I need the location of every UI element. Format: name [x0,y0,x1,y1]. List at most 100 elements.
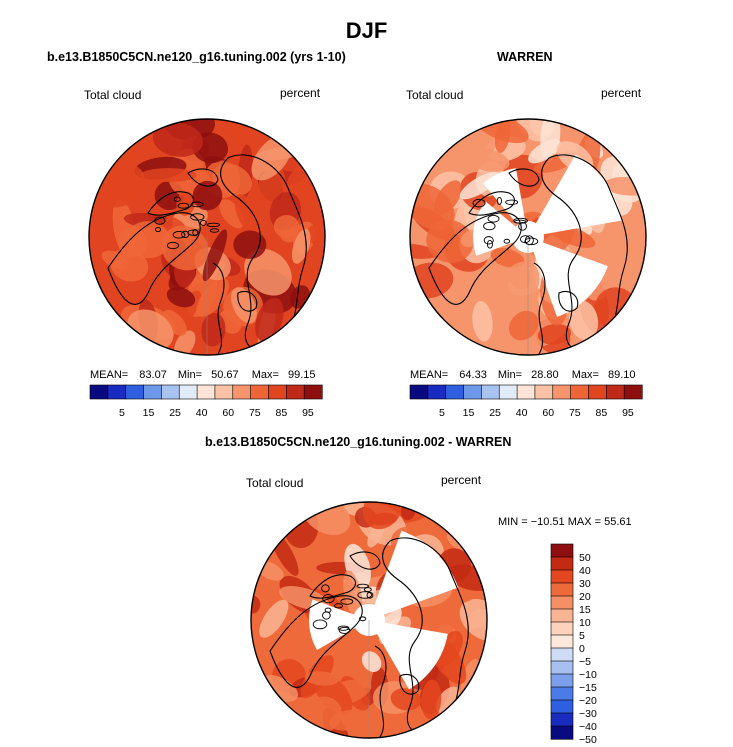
obs-colorbar-tick-label: 95 [622,407,634,419]
obs-coastline [558,290,579,312]
obs-island [503,238,511,244]
diff-cloud-patch [343,570,363,619]
diff-colorbar-tick-label: −5 [579,656,591,668]
obs-field-label: Total cloud [406,88,464,102]
diff-colorbar-tick-label: −15 [579,682,597,694]
diff-colorbar-swatch [550,686,574,701]
diff-colorbar-swatch [550,569,574,584]
model-colorbar-swatch [107,384,127,400]
diff-colorbar-tick-label: 0 [579,643,585,655]
diff-island [322,611,331,620]
obs-coastline [468,191,515,216]
model-island [190,213,205,221]
diff-island [356,583,369,589]
obs-colorbar-tick-label: 75 [569,407,581,419]
model-cloud-patch [101,250,129,270]
obs-colorbar-swatch [570,384,590,400]
model-colorbar-swatch [143,384,162,400]
obs-cloud-patch [509,310,539,341]
diff-colorbar-tick-label: 10 [579,617,591,629]
model-cloud-patch [306,223,325,246]
model-colorbar-swatch [268,384,287,400]
model-island [177,202,190,209]
diff-units-label: percent [441,473,482,487]
obs-cloud-patch [495,261,540,313]
model-cloud-patch [196,278,229,317]
diff-colorbar-swatch [550,673,574,688]
model-colorbar-tick-label: 25 [169,407,181,419]
model-cloud-patch [202,229,228,282]
model-colorbar-tick-label: 95 [302,407,314,419]
obs-map-outline [409,118,647,356]
obs-cloud-patch [537,323,572,345]
diff-colorbar-swatch [550,582,574,597]
diff-island [340,598,354,605]
diff-colorbar-tick-label: 5 [579,630,585,642]
diff-coastline [399,673,420,695]
diff-colorbar-tick-label: −30 [579,708,597,720]
diff-colorbar-tick-label: 20 [579,591,591,603]
model-coastline [107,212,201,305]
obs-cloud-patch [568,300,599,341]
model-colorbar-swatch [214,384,234,400]
diff-island [366,591,374,599]
diff-colorbar-swatch [550,595,574,610]
model-panel-title: b.e13.B1850C5CN.ne120_g16.tuning.002 (yr… [47,50,346,64]
obs-min-value: 28.80 [531,369,559,381]
model-coastline [237,290,258,312]
diff-colorbar-swatch [550,556,574,571]
model-cloud-patch [234,194,259,234]
obs-island [518,221,527,231]
diff-colorbar-tick-label: −40 [579,721,597,733]
diff-colorbar-tick-label: −20 [579,695,597,707]
model-max-label: Max= [251,369,279,381]
model-cloud-patch [212,163,252,196]
obs-panel-title: WARREN [497,50,553,64]
diff-coastline [309,574,356,599]
diff-colorbar-tick-label: −10 [579,669,597,681]
diff-island [312,619,328,630]
model-colorbar-swatch [196,384,216,400]
model-colorbar-tick-label: 15 [143,407,155,419]
obs-island [483,222,496,231]
model-cloud-patch [244,248,292,296]
model-colorbar: 5 15 25 40 60 75 85 95 [89,384,323,419]
obs-max-label: Max= [571,369,599,381]
model-cloud-patch [219,199,245,229]
obs-cloud-patch [490,247,525,268]
model-coastline [187,168,219,187]
obs-stats: MEAN= 64.33 Min= 28.80 Max= 89.10 [410,369,636,381]
model-units-label: percent [280,86,321,100]
obs-colorbar-tick-label: 40 [516,407,528,419]
model-colorbar-tick-label: 75 [249,407,261,419]
model-mean-label: MEAN= [90,369,129,381]
diff-cloud-patch [304,671,339,686]
diff-colorbar-tick-label: 30 [579,578,591,590]
obs-min-label: Min= [497,369,523,381]
diff-cloud-patch [328,709,367,731]
diff-colorbar-swatch [550,725,574,740]
obs-missing-data-region [473,201,528,256]
model-colorbar-swatch [178,384,198,400]
model-cloud-patch [161,225,209,271]
obs-max-value: 89.10 [607,369,636,381]
model-island [192,228,198,237]
diff-cloud-patch [362,502,403,530]
obs-colorbar-swatch [606,384,625,400]
diff-missing-data-region [369,530,459,620]
model-colorbar-tick-label: 5 [119,407,125,419]
obs-island [486,239,493,249]
model-cloud-patch [192,180,223,211]
diff-colorbar-tick-label: 15 [579,604,591,616]
obs-colorbar-swatch [463,384,482,400]
model-cloud-patch [273,215,300,238]
diff-stats: MIN = −10.51 MAX = 55.61 [498,516,632,528]
obs-colorbar-tick-label: 60 [542,407,554,419]
model-map-outline [88,118,326,356]
diff-missing-data-region [369,620,448,690]
model-colorbar-swatch [286,384,305,400]
model-colorbar-swatch [303,384,323,400]
diff-cloud-patch [361,651,382,673]
model-min-label: Min= [177,369,203,381]
